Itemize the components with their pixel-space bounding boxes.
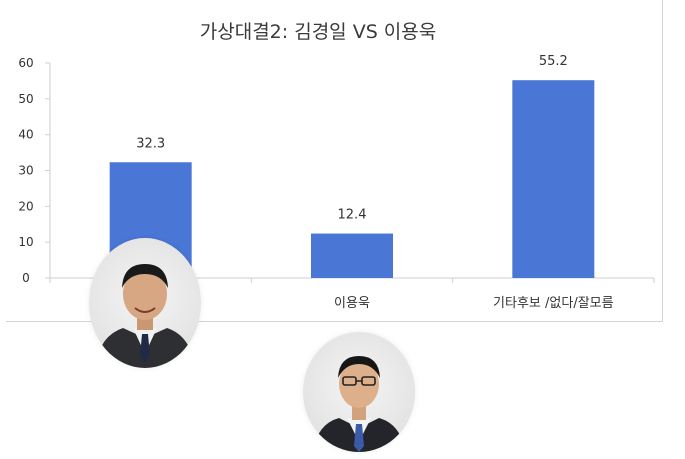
category-label-2: 이용욱 (334, 296, 370, 311)
y-tick-label: 10 (18, 235, 33, 249)
category-labels: 이용욱 기타후보 /없다/잘모름 (334, 296, 614, 311)
bar-chart: 가상대결2: 김경일 VS 이용욱 0 10 20 30 40 50 60 32.3 12.4… (18, 21, 655, 311)
y-tick-label: 0 (22, 271, 30, 285)
category-label-3: 기타후보 /없다/잘모름 (493, 296, 614, 311)
y-axis: 0 10 20 30 40 50 60 (18, 56, 51, 285)
candidate-photo-1 (89, 238, 201, 368)
bar-3 (512, 80, 595, 278)
data-labels: 32.3 12.4 55.2 (136, 54, 568, 222)
y-tick-label: 20 (18, 199, 33, 213)
data-label-3: 55.2 (539, 54, 568, 69)
candidate-portrait-icon (95, 264, 195, 368)
candidate-photo-2 (303, 332, 415, 452)
bar-2 (311, 233, 393, 278)
y-tick-label: 40 (18, 128, 33, 142)
data-label-1: 32.3 (136, 136, 165, 151)
chart-frame: 가상대결2: 김경일 VS 이용욱 0 10 20 30 40 50 60 32.3 12.4… (6, 0, 663, 322)
candidate-portrait-icon (313, 356, 405, 452)
chart-title: 가상대결2: 김경일 VS 이용욱 (200, 21, 436, 43)
y-tick-label: 60 (18, 56, 33, 70)
y-tick-label: 30 (18, 164, 33, 178)
y-tick-label: 50 (18, 92, 33, 106)
data-label-2: 12.4 (338, 208, 367, 223)
